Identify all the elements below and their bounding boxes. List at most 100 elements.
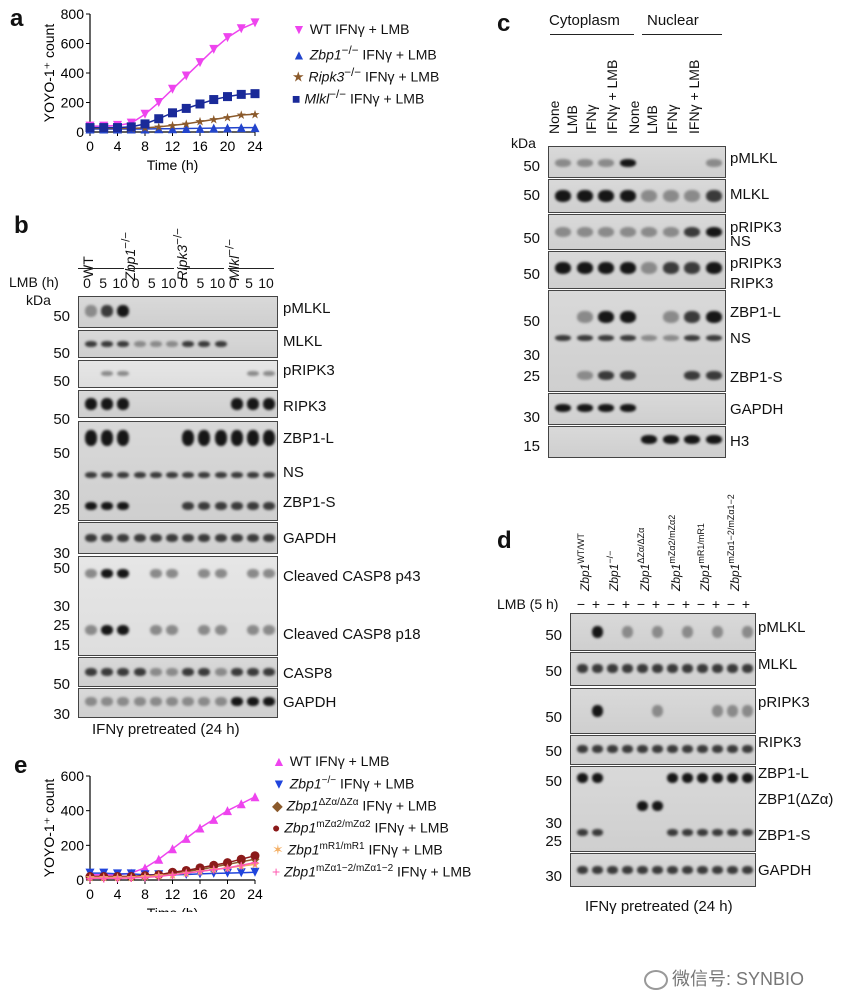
band: [637, 664, 648, 673]
band: [684, 190, 700, 202]
b-blot-strip: [78, 330, 278, 358]
d-protein-label: pMLKL: [758, 619, 806, 636]
band: [263, 668, 276, 676]
band: [598, 404, 614, 412]
band: [727, 866, 738, 874]
a-point: [113, 123, 122, 133]
band: [598, 227, 614, 237]
b-lane-label: 10: [112, 275, 128, 291]
band: [247, 697, 259, 706]
band: [117, 371, 130, 376]
d-mw-marker: 30: [545, 868, 562, 885]
b-blot-strip: [78, 522, 278, 554]
c-lane-label: None: [546, 100, 562, 134]
a-ytick-label: 200: [61, 95, 85, 111]
band: [742, 773, 753, 783]
b-protein-label: pMLKL: [283, 300, 331, 317]
band: [133, 472, 146, 478]
band: [101, 625, 114, 635]
c-blot-strip: [548, 146, 726, 178]
band: [592, 745, 603, 753]
b-group-underlines: [78, 268, 274, 269]
band: [85, 430, 97, 446]
b-blot-strip: [78, 688, 278, 718]
band: [182, 341, 195, 347]
band: [727, 773, 738, 783]
band: [662, 335, 679, 341]
e-point: +: [196, 863, 204, 879]
band: [652, 801, 663, 811]
a-point: [250, 18, 260, 28]
b-protein-label: MLKL: [283, 333, 323, 350]
c-blot-strip: [548, 214, 726, 250]
band: [652, 745, 663, 753]
band: [622, 664, 633, 673]
b-mw-marker: 30: [53, 598, 70, 615]
band: [85, 534, 97, 542]
b-lane-labels: 0 5 10 0 5 10 0 5 10 0 5 10: [80, 275, 276, 293]
c-protein-label: pRIPK3: [730, 255, 782, 272]
band: [684, 435, 700, 444]
e-point: +: [86, 870, 94, 886]
b-protein-label: RIPK3: [283, 398, 327, 415]
e-point: [209, 814, 219, 824]
band: [576, 404, 593, 412]
band: [230, 398, 243, 410]
panel-e-legend-2: ◆ Zbp1ΔZα/ΔZα IFNγ + LMB: [272, 797, 437, 814]
band: [263, 371, 276, 376]
band: [619, 262, 636, 274]
c-blot-strip: [548, 426, 726, 458]
band: [742, 705, 753, 717]
d-lane-signs: − + − + − + − + − + − +: [574, 596, 754, 614]
e-point: +: [210, 862, 218, 878]
e-point: [209, 860, 219, 870]
e-point: +: [223, 860, 231, 876]
a-point: [223, 123, 232, 133]
e-point: +: [127, 870, 135, 886]
a-point: [181, 123, 191, 133]
band: [576, 335, 593, 341]
a-point: [195, 123, 205, 133]
band: [214, 472, 227, 478]
band: [247, 472, 259, 478]
e-series-5: + + + + + + + + + + + + +: [86, 855, 259, 887]
band: [85, 341, 97, 347]
d-lane-sign: −: [636, 596, 646, 612]
b-mw-marker: 25: [53, 501, 70, 518]
b-protein-label: pRIPK3: [283, 362, 335, 379]
d-mw-marker: 50: [545, 709, 562, 726]
band: [684, 371, 700, 380]
e-point: +: [141, 869, 149, 885]
band: [247, 668, 259, 676]
a-ylabel: YOYO-1⁺ count: [41, 24, 57, 123]
band: [85, 398, 97, 410]
band: [101, 472, 114, 478]
band: [117, 430, 130, 446]
d-caption: IFNγ pretreated (24 h): [585, 898, 733, 915]
panel-a-chart: 0 200 400 600 800 0 4 8 12 16 20 24 Time (h) YOYO-1⁺ …: [41, 6, 263, 173]
band: [682, 626, 693, 638]
d-protein-label: RIPK3: [758, 734, 802, 751]
band: [705, 311, 722, 323]
band: [667, 773, 678, 783]
band: [577, 745, 588, 753]
b-lane-label: 5: [196, 275, 205, 291]
e-series-line: [90, 861, 256, 880]
a-point: ★: [250, 107, 261, 121]
panel-a-legend-2: ★ Ripk3−/− IFNγ + LMB: [292, 66, 440, 85]
band: [662, 190, 679, 202]
e-point: [154, 854, 164, 864]
a-ytick-label: 800: [61, 6, 85, 22]
e-xtick-label: 0: [86, 886, 94, 902]
a-ytick-label: 400: [61, 65, 85, 81]
band: [742, 829, 753, 836]
band: [117, 502, 130, 510]
band: [214, 502, 227, 510]
band: [705, 371, 722, 380]
band: [214, 534, 227, 542]
e-point: ★: [250, 857, 261, 871]
panel-label-a: a: [10, 5, 24, 32]
b-blot-strip: [78, 390, 278, 418]
a-point: [126, 122, 136, 132]
band: [263, 398, 276, 410]
